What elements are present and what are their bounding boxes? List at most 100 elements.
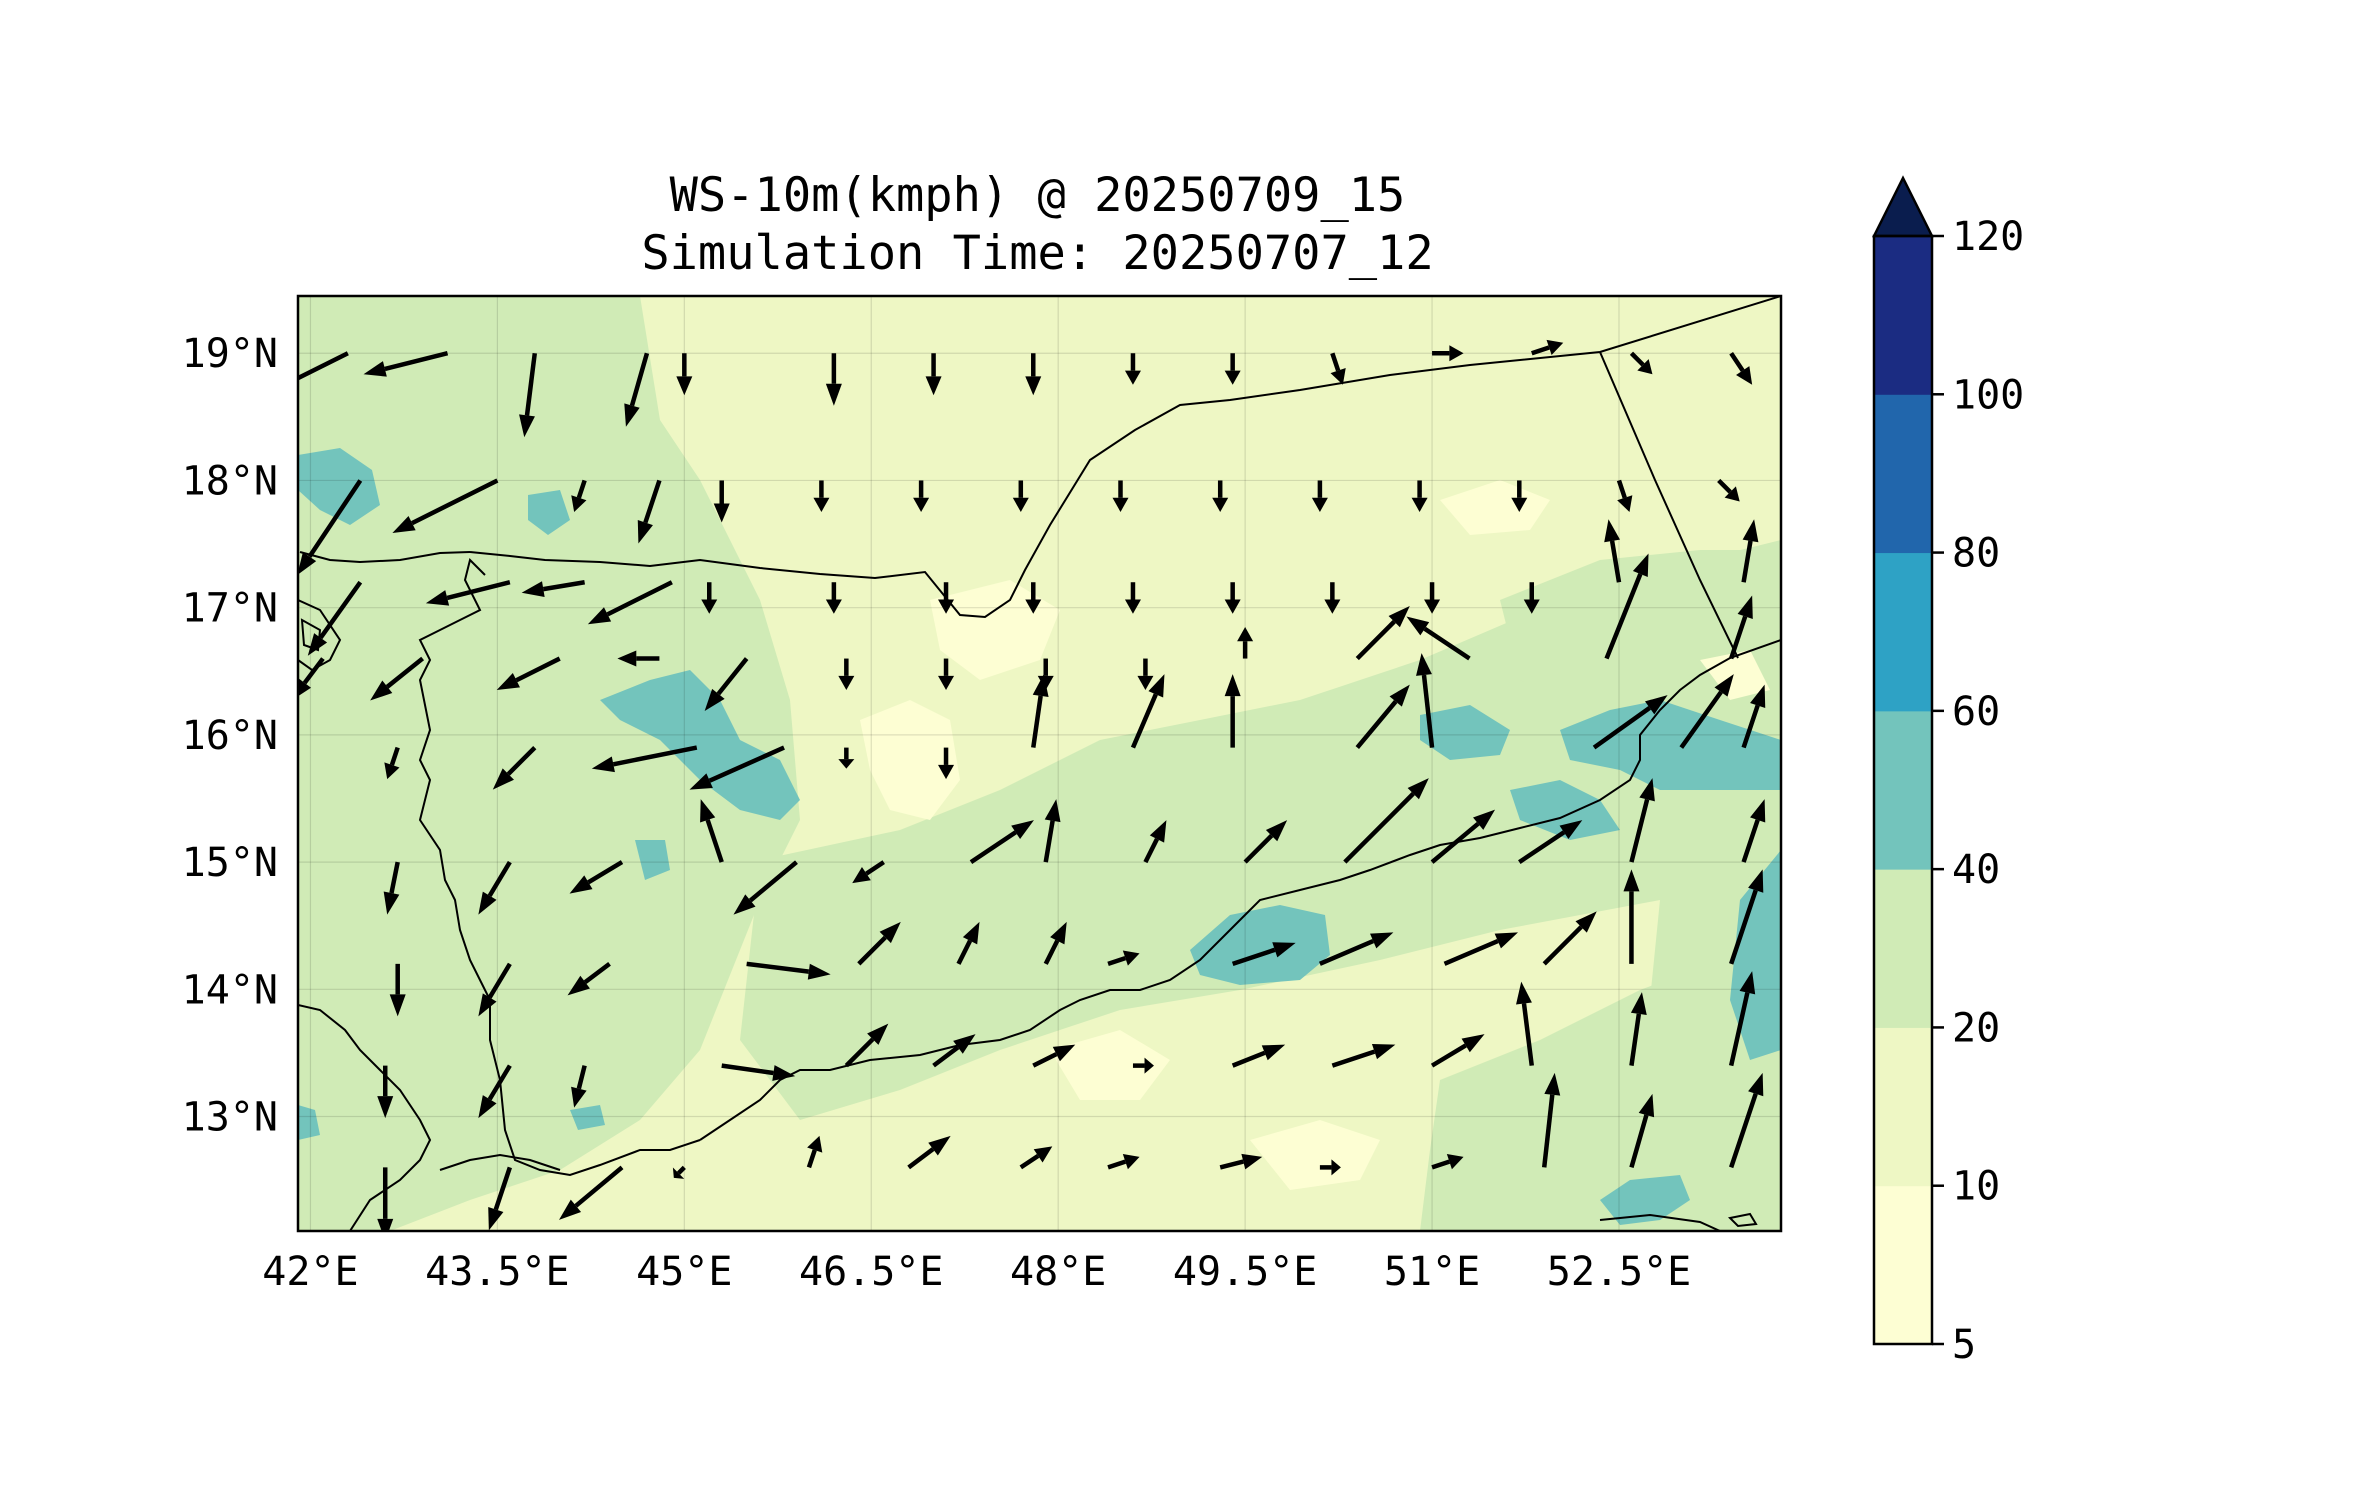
wind-vector-head [672, 1167, 685, 1179]
wind-vector-head [363, 361, 387, 377]
wind-vector-head [1523, 599, 1540, 614]
wind-vector-shaft [1421, 674, 1435, 748]
wind-vector-head [519, 414, 535, 438]
wind-vector-head [701, 599, 718, 614]
wind-vector-shaft [1518, 830, 1566, 864]
wind-vector [1311, 480, 1328, 512]
wind-vector-shaft [576, 1065, 587, 1090]
wind-vector-head [1025, 599, 1042, 614]
wind-vector [1416, 653, 1435, 748]
wind-vector-head [478, 993, 497, 1017]
wind-vector-head [700, 799, 716, 823]
wind-vector [932, 1034, 976, 1068]
wind-vector-head [1406, 616, 1430, 636]
colorbar-extend-arrow [1871, 175, 1935, 238]
wind-vector-shaft [1729, 889, 1758, 965]
wind-vector-head [1742, 519, 1759, 543]
wind-vector-head [1559, 820, 1583, 839]
wind-vector [1531, 339, 1564, 356]
wind-vector-shaft [705, 819, 724, 863]
wind-vector-head [1324, 599, 1341, 614]
wind-vector-head [1261, 1044, 1286, 1061]
wind-vector-head [1461, 1034, 1485, 1053]
wind-vector-head [1224, 599, 1241, 614]
wind-vector-head [1575, 911, 1597, 933]
wind-vector-shaft [932, 1045, 960, 1068]
wind-vector [1430, 1034, 1485, 1068]
wind-vector [1629, 992, 1647, 1066]
wind-vector [1224, 674, 1241, 748]
wind-vector [1431, 1154, 1464, 1170]
wind-vector [1616, 479, 1633, 512]
wind-vector-shaft [1043, 820, 1055, 863]
wind-vector [746, 961, 831, 980]
wind-vector-head [938, 675, 955, 691]
wind-vector [1604, 519, 1622, 583]
wind-vector-head [1241, 1153, 1263, 1170]
wind-vector [1592, 695, 1668, 750]
gulf-of-aden-north-coast [699, 639, 1781, 1141]
wind-vector [383, 861, 400, 915]
wind-vector [1031, 674, 1049, 748]
wind-vector-head [1050, 921, 1067, 945]
wind-vector [478, 1064, 512, 1119]
wind-vector-head [813, 497, 830, 512]
contour-patch-13n-44-5e [570, 1105, 605, 1130]
wind-vector-head [1546, 339, 1564, 356]
colorbar-tick-label: 40 [1952, 847, 2000, 893]
wind-vector [907, 1135, 951, 1170]
wind-vector-head [1748, 1072, 1764, 1097]
wind-vector [806, 1135, 823, 1169]
somaliland-coast [439, 1153, 561, 1171]
latitude-axis: 13°N 14°N 15°N 16°N 17°N 18°N 19°N [182, 331, 278, 1140]
wind-vector [1137, 658, 1154, 691]
wind-vector-shaft [1531, 345, 1550, 356]
lat-tick-label: 17°N [182, 586, 278, 632]
yemen-saudi-border [469, 296, 1781, 619]
wind-vector-head [1544, 1072, 1561, 1096]
wind-vector-shaft [1143, 837, 1159, 864]
wind-vector [1012, 480, 1029, 512]
wind-vector-head [772, 1065, 796, 1081]
wind-vector-shaft [515, 656, 561, 683]
wind-vector-head [1052, 1044, 1076, 1062]
wind-vector [377, 1065, 394, 1119]
wind-vector [676, 353, 693, 396]
wind-vector [704, 657, 749, 712]
wind-vector [1224, 353, 1241, 385]
wind-vector [1424, 582, 1441, 614]
wind-vector [389, 963, 406, 1017]
wind-vector [1124, 353, 1141, 385]
contour-patch-16n-52-5e [1560, 700, 1781, 790]
colorbar-frame [1872, 234, 1934, 1346]
wind-vector-head [1630, 992, 1647, 1016]
wind-vector [1107, 1154, 1140, 1170]
wind-vector [1518, 820, 1583, 864]
wind-vector-shaft [307, 479, 363, 558]
wind-vector-shaft [411, 478, 499, 526]
wind-vector [384, 746, 400, 780]
wind-vector [1623, 869, 1640, 964]
longitude-axis: 42°E 43.5°E 45°E 46.5°E 48°E 49.5°E 51°E 52.5°E [262, 1249, 1691, 1295]
island-socotra [1727, 1212, 1758, 1228]
wind-vector-shaft [1355, 620, 1396, 661]
wind-vector-head [1124, 599, 1141, 614]
wind-vector [617, 650, 660, 667]
wind-vector-shaft [1604, 573, 1643, 660]
contour-patch-13n-42e [298, 1105, 320, 1140]
wind-vector-head [1748, 869, 1764, 893]
wind-vector [1331, 1043, 1396, 1068]
wind-vector-shaft [389, 746, 400, 766]
wind-vector [1629, 351, 1653, 375]
wind-vector-head [569, 875, 593, 894]
wind-vector-head [1473, 809, 1496, 830]
wind-vector-shaft [542, 580, 586, 592]
wind-vector [689, 745, 785, 790]
wind-vector-shaft [389, 861, 400, 894]
wind-vector-head [298, 552, 317, 575]
wind-vector-head [1025, 376, 1042, 396]
wind-vector-head [488, 1206, 504, 1231]
wind-vector-shaft [1243, 834, 1274, 864]
wind-vector-head [1122, 1154, 1140, 1170]
wind-vector [1741, 684, 1766, 749]
